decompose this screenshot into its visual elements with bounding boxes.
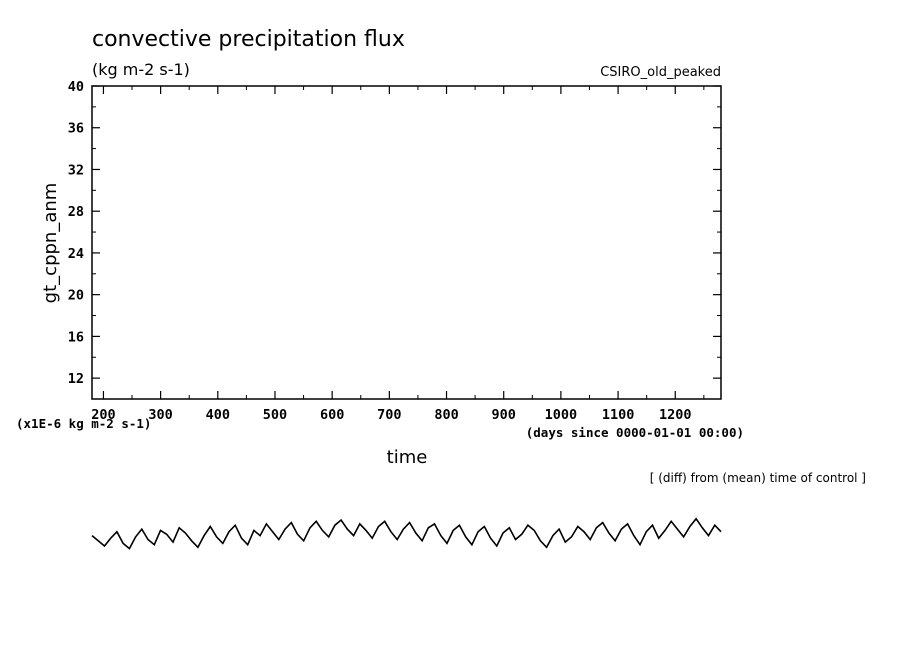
- y-axis-label: gt_cppn_anm: [40, 183, 61, 304]
- x-tick-label: 800: [434, 407, 458, 423]
- y-tick-label: 28: [68, 204, 84, 220]
- y-tick-label: 16: [68, 329, 84, 345]
- x-tick-label: 500: [263, 407, 287, 423]
- y-multiplier: (x1E-6 kg m-2 s-1): [16, 416, 151, 431]
- x-tick-label: 1100: [602, 407, 635, 423]
- diff-note: [ (diff) from (mean) time of control ]: [650, 471, 866, 485]
- y-tick-label: 12: [68, 371, 84, 387]
- x-tick-label: 600: [320, 407, 344, 423]
- y-tick-label: 36: [68, 121, 84, 137]
- x-tick-label: 200: [91, 407, 115, 423]
- x-tick-label: 400: [206, 407, 230, 423]
- x-axis-units: (days since 0000-01-01 00:00): [526, 425, 744, 440]
- y-tick-label: 40: [68, 79, 84, 95]
- x-tick-label: 700: [377, 407, 401, 423]
- y-tick-label: 24: [68, 246, 84, 262]
- model-label: CSIRO_old_peaked: [600, 65, 721, 80]
- y-tick-label: 20: [68, 288, 84, 304]
- y-tick-label: 32: [68, 162, 84, 178]
- series-line: [91, 517, 722, 550]
- y-axis: 12 16 20 24 28 32 36 40: [68, 79, 721, 400]
- chart-title: convective precipitation flux: [92, 27, 405, 52]
- x-tick-label: 1000: [545, 407, 578, 423]
- x-axis-label: time: [387, 447, 428, 468]
- x-tick-label: 900: [492, 407, 516, 423]
- chart-units: (kg m-2 s-1): [92, 60, 190, 79]
- x-axis: 200 300 400 500 600 700 800 900 1000 1100 1200: [91, 86, 705, 423]
- x-tick-label: 300: [148, 407, 172, 423]
- plot-frame: [91, 85, 722, 400]
- x-tick-label: 1200: [659, 407, 692, 423]
